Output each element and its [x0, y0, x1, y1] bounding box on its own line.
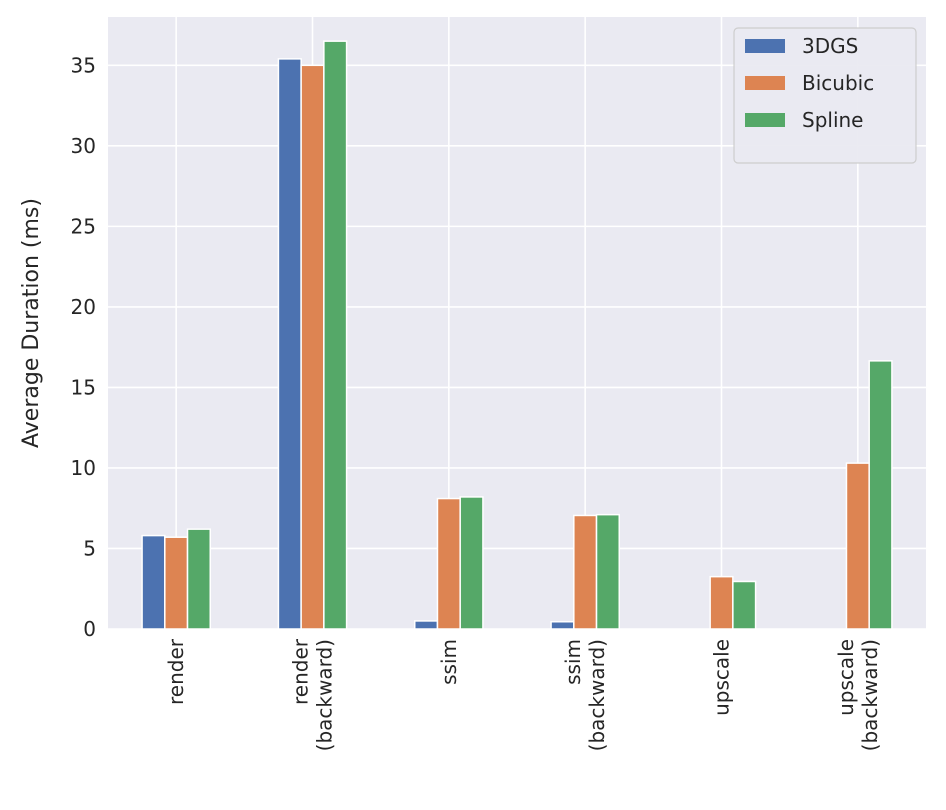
- legend-swatch-spline: [745, 113, 785, 127]
- bar-3dgs: [550, 621, 575, 630]
- legend-swatch-bicubic: [745, 76, 785, 90]
- x-tick-label-line: render: [289, 638, 313, 705]
- x-axis-ticks: render render (backward) ssim ssim (backward)…: [164, 638, 882, 751]
- y-axis-ticks: 0 5 10 15 20 25 30 35: [71, 53, 96, 641]
- legend-label-3dgs: 3DGS: [802, 34, 858, 58]
- x-tick-label-line: (backward): [858, 639, 882, 751]
- y-tick-label: 25: [71, 214, 96, 238]
- x-tick-label: upscale (backward): [834, 639, 882, 751]
- x-tick-label: render: [164, 638, 188, 705]
- y-tick-label: 30: [71, 134, 96, 158]
- bar-bicubic: [709, 575, 734, 630]
- bar-bicubic: [573, 514, 598, 630]
- x-tick-label: render (backward): [289, 638, 337, 751]
- bar-3dgs: [141, 534, 166, 630]
- x-tick-label-line: render: [164, 638, 188, 705]
- y-tick-label: 5: [83, 536, 96, 560]
- bar-spline: [186, 528, 211, 630]
- bar-spline: [459, 496, 484, 630]
- bar-spline: [732, 580, 757, 630]
- x-tick-label-line: upscale: [710, 639, 734, 716]
- x-tick-label: ssim: [437, 639, 461, 685]
- bars: [141, 40, 893, 630]
- x-tick-label: upscale: [710, 639, 734, 716]
- bar-bicubic: [300, 64, 325, 630]
- y-tick-label: 15: [71, 375, 96, 399]
- y-tick-label: 0: [83, 617, 96, 641]
- bar-spline: [868, 360, 893, 630]
- x-tick-label: ssim (backward): [561, 639, 609, 751]
- x-tick-label-line: (backward): [313, 639, 337, 751]
- bar-3dgs: [277, 58, 302, 630]
- y-axis-label: Average Duration (ms): [19, 198, 44, 448]
- bar-bicubic: [164, 536, 189, 630]
- legend-box: [733, 27, 917, 164]
- x-tick-label-line: ssim: [437, 639, 461, 685]
- bar-3dgs: [414, 620, 439, 630]
- bar-bicubic: [436, 497, 461, 630]
- x-tick-label-line: ssim: [561, 639, 585, 685]
- y-tick-label: 20: [71, 295, 96, 319]
- bar-bicubic: [845, 462, 870, 630]
- legend-label-spline: Spline: [802, 108, 863, 132]
- x-tick-label-line: (backward): [585, 639, 609, 751]
- legend-label-bicubic: Bicubic: [802, 71, 874, 95]
- x-tick-label-line: upscale: [834, 639, 858, 716]
- y-tick-label: 10: [71, 456, 96, 480]
- legend-swatch-3dgs: [745, 39, 785, 53]
- legend: 3DGS Bicubic Spline: [733, 27, 917, 164]
- bar-spline: [595, 513, 620, 630]
- y-tick-label: 35: [71, 53, 96, 77]
- bar-spline: [323, 40, 348, 630]
